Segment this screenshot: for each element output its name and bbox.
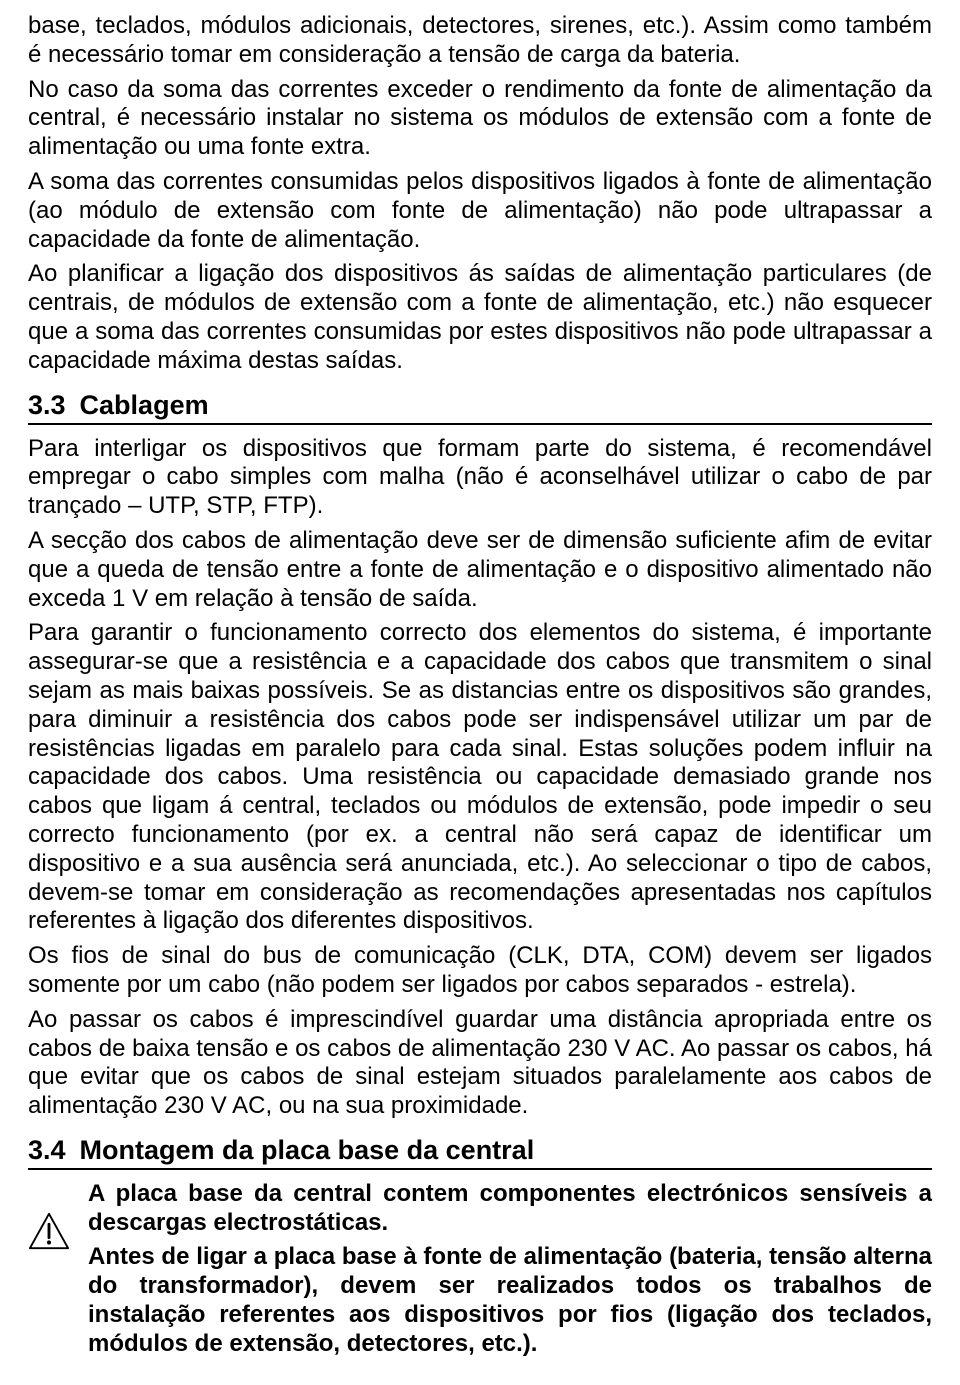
sec33-paragraph-4: Os fios de sinal do bus de comunicação (… <box>28 942 932 1000</box>
warning-paragraph-2: Antes de ligar a placa base à fonte de a… <box>88 1243 932 1358</box>
intro-paragraph-1: base, teclados, módulos adicionais, dete… <box>28 12 932 70</box>
warning-triangle-icon <box>28 1210 70 1252</box>
sec33-paragraph-1: Para interligar os dispositivos que form… <box>28 435 932 521</box>
warning-paragraph-1: A placa base da central contem component… <box>88 1180 932 1238</box>
section-3-4-title: Montagem da placa base da central <box>80 1135 535 1166</box>
intro-paragraph-2: No caso da soma das correntes exceder o … <box>28 76 932 162</box>
section-3-3-rule <box>28 423 932 425</box>
section-3-4-heading: 3.4 Montagem da placa base da central <box>28 1135 932 1166</box>
section-3-4-rule <box>28 1168 932 1170</box>
warning-block: A placa base da central contem component… <box>28 1180 932 1365</box>
sec33-paragraph-5: Ao passar os cabos é imprescindível guar… <box>28 1006 932 1121</box>
warning-text: A placa base da central contem component… <box>88 1180 932 1365</box>
section-3-3-heading: 3.3 Cablagem <box>28 390 932 421</box>
intro-paragraph-4: Ao planificar a ligação dos dispositivos… <box>28 260 932 375</box>
section-3-3-title: Cablagem <box>80 390 209 421</box>
section-3-3-number: 3.3 <box>28 390 66 421</box>
sec33-paragraph-3: Para garantir o funcionamento correcto d… <box>28 619 932 936</box>
intro-paragraph-3: A soma das correntes consumidas pelos di… <box>28 168 932 254</box>
section-3-4-number: 3.4 <box>28 1135 66 1166</box>
sec33-paragraph-2: A secção dos cabos de alimentação deve s… <box>28 527 932 613</box>
